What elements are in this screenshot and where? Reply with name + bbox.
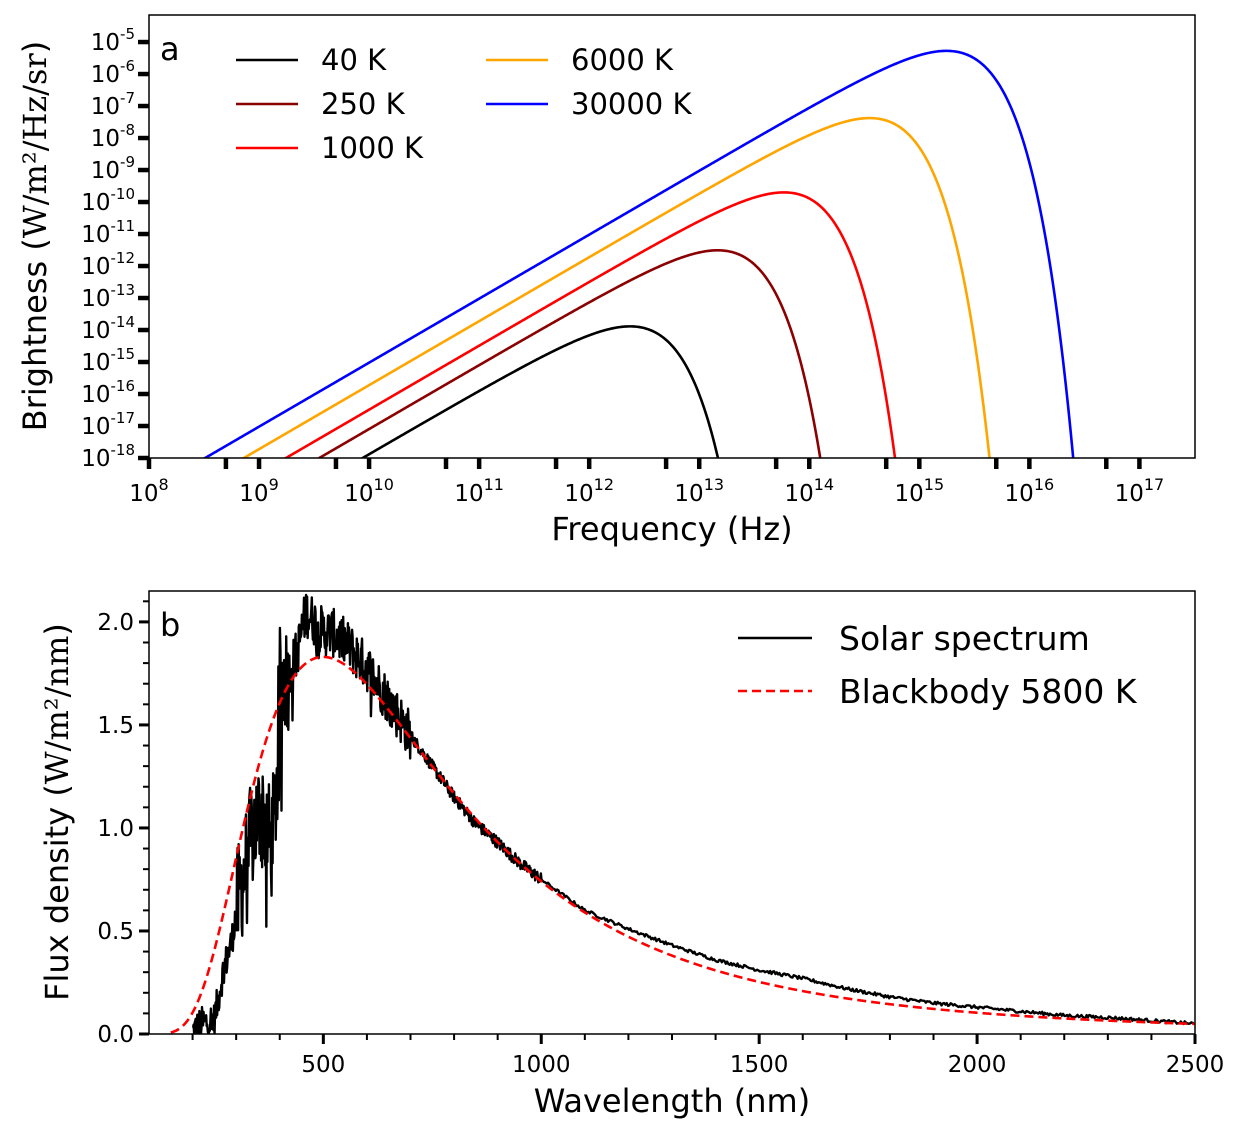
x-tick-label: 108 [129, 475, 168, 507]
legend-label: 30000 K [571, 87, 692, 121]
series-line-40k [360, 325, 720, 458]
y-tick-label: 10-9 [91, 153, 135, 184]
x-tick-label: 2500 [1166, 1052, 1225, 1078]
panel-a-y-axis-label-prefix: Brightness ( [16, 238, 54, 431]
x-tick-label: 2000 [948, 1052, 1007, 1078]
x-tick-label: 1014 [784, 475, 834, 507]
x-tick-label: 1500 [730, 1052, 789, 1078]
legend-label: 6000 K [571, 43, 674, 77]
legend-label: Blackbody 5800 K [839, 672, 1138, 711]
panel-a-legend: 40 K 250 K 1000 K 6000 K 30000 K [236, 43, 692, 165]
panel-a-frame [148, 14, 1196, 459]
panel-b-y-axis-label-prefix: Flux density ( [38, 784, 76, 1001]
series-line-blackbody-5800k [170, 655, 1195, 1034]
panel-b-y-ticks: 0.0 0.5 1.0 1.5 2.0 [97, 600, 149, 1048]
y-tick-label: 10-11 [81, 217, 135, 248]
y-tick-label: 10-15 [81, 345, 135, 376]
series-line-250k [316, 249, 822, 458]
y-tick-label: 2.0 [97, 610, 134, 636]
panel-b: 500 1000 1500 2000 2500 0.0 0.5 1.0 1.5 2.0 b Wa… [38, 590, 1225, 1120]
panel-b-y-axis-label: Flux density (W/m²/nm) [38, 623, 76, 1001]
x-tick-label: 1016 [1005, 475, 1055, 507]
series-line-30000k [202, 49, 1075, 458]
panel-b-label: b [160, 606, 180, 644]
panel-a: 108 109 1010 1011 1012 1013 1014 1015 1016 1017 1… [16, 14, 1196, 548]
panel-b-x-axis-label: Wavelength (nm) [534, 1082, 810, 1120]
x-tick-label: 500 [301, 1052, 345, 1078]
y-tick-label: 10-8 [91, 121, 135, 152]
legend-label: Solar spectrum [839, 619, 1090, 658]
y-tick-label: 1.5 [97, 713, 134, 739]
panel-a-y-axis-label-unit: W/m²/Hz/sr [16, 53, 54, 239]
y-tick-label: 10-7 [91, 89, 135, 120]
y-tick-label: 10-13 [81, 281, 135, 312]
x-tick-label: 1010 [344, 475, 394, 507]
y-tick-label: 0.0 [97, 1022, 134, 1048]
panel-b-x-ticks: 500 1000 1500 2000 2500 [191, 1034, 1225, 1078]
y-tick-label: 10-10 [81, 185, 135, 216]
panel-b-legend: Solar spectrum Blackbody 5800 K [738, 619, 1138, 711]
panel-a-label: a [160, 30, 180, 68]
x-tick-label: 1000 [512, 1052, 571, 1078]
x-tick-label: 1017 [1115, 475, 1165, 507]
y-tick-label: 10-12 [81, 249, 135, 280]
legend-label: 40 K [321, 43, 387, 77]
x-tick-label: 1011 [454, 475, 504, 507]
y-tick-label: 10-6 [91, 57, 135, 88]
panel-a-x-axis-label: Frequency (Hz) [551, 510, 792, 548]
y-tick-label: 10-14 [81, 313, 135, 344]
x-tick-label: 109 [239, 475, 278, 507]
y-tick-label: 10-17 [81, 409, 135, 440]
panel-b-y-axis-label-suffix: ) [38, 623, 76, 635]
panel-a-y-ticks: 10-1810-1710-1610-1510-1410-1310-1210-11… [81, 25, 149, 472]
y-tick-label: 10-18 [81, 441, 135, 472]
panel-b-plot-area [170, 593, 1195, 1034]
y-tick-label: 10-16 [81, 377, 135, 408]
series-line-6000k [241, 116, 991, 458]
x-tick-label: 1015 [894, 475, 944, 507]
y-tick-label: 10-5 [91, 25, 135, 56]
series-line-1000k [283, 191, 897, 458]
panel-a-y-axis-label: Brightness (W/m²/Hz/sr) [16, 41, 54, 431]
panel-b-y-axis-label-unit: W/m²/nm [38, 636, 76, 785]
series-line-solar-spectrum [191, 593, 1194, 1034]
legend-label: 1000 K [321, 131, 424, 165]
panel-a-y-axis-label-suffix: ) [16, 41, 54, 53]
y-tick-label: 0.5 [97, 919, 134, 945]
x-tick-label: 1012 [564, 475, 614, 507]
panel-a-plot-area [202, 49, 1075, 458]
y-tick-label: 1.0 [97, 816, 134, 842]
panel-a-x-ticks: 108 109 1010 1011 1012 1013 1014 1015 1016 1017 [129, 458, 1164, 507]
legend-label: 250 K [321, 87, 406, 121]
x-tick-label: 1013 [674, 475, 724, 507]
